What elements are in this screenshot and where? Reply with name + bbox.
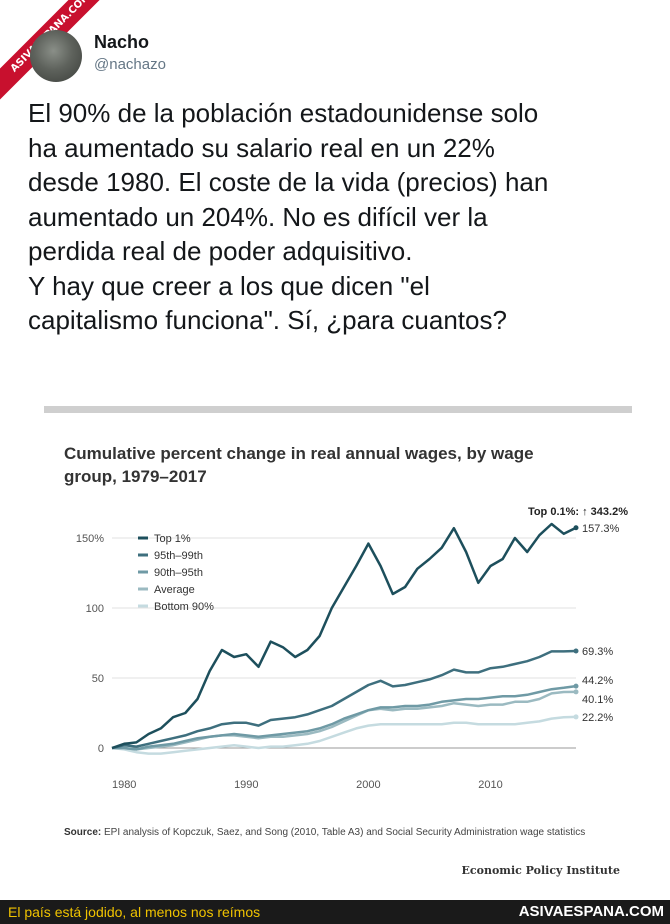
- series-end-label: 69.3%: [582, 646, 613, 658]
- tweet-line: perdida real de poder adquisitivo.: [28, 236, 413, 266]
- chart-source: Source: EPI analysis of Kopczuk, Saez, a…: [64, 826, 624, 840]
- line-chart: 0 50 100 150% 1980 1990 2000 2010 157.3% 69.3% 44.…: [76, 506, 628, 791]
- tweet-line: capitalismo funciona". Sí, ¿para cuantos…: [28, 305, 507, 335]
- series-end-point: [573, 525, 579, 531]
- author-handle[interactable]: @nachazo: [94, 56, 166, 73]
- series-end-point: [573, 689, 579, 695]
- tweet-line: aumentado un 204%. No es difícil ver la: [28, 201, 488, 232]
- tweet-card: ASIVAESPANA.COM Nacho @nachazo El 90% de…: [0, 0, 658, 890]
- tweet-line: ha aumentado su salario real en un 22%: [28, 132, 495, 163]
- legend-label: 95th–99th: [154, 550, 203, 562]
- tweet-line: desde 1980. El coste de la vida (precios…: [28, 167, 549, 197]
- footer-caption: El país está jodido, al menos nos reímos: [8, 904, 261, 920]
- tweet-text: El 90% de la población estadounidense so…: [28, 96, 658, 338]
- y-tick-label: 150%: [76, 533, 104, 545]
- series-line-95th-99th: [111, 649, 577, 750]
- y-tick-label: 50: [92, 673, 104, 685]
- chart-image[interactable]: Cumulative percent change in real annual…: [44, 406, 632, 890]
- series-end-point: [573, 714, 579, 720]
- series-end-label: 40.1%: [582, 694, 613, 706]
- chart-top-divider: [44, 406, 632, 413]
- legend-label: Average: [154, 584, 195, 596]
- chart-title-line: Cumulative percent change in real annual…: [64, 444, 534, 463]
- x-tick-label: 1980: [112, 779, 136, 791]
- source-label: Source:: [64, 827, 102, 838]
- legend-label: 90th–95th: [154, 567, 203, 579]
- series-end-label: 22.2%: [582, 712, 613, 724]
- avatar[interactable]: [30, 30, 82, 82]
- x-tick-label: 2000: [356, 779, 380, 791]
- site-footer: El país está jodido, al menos nos reímos…: [0, 900, 670, 924]
- legend-label: Bottom 90%: [154, 601, 214, 613]
- series-end-label: 44.2%: [582, 675, 613, 687]
- series-line-average: [112, 690, 577, 751]
- series-line-90th-95th: [112, 684, 577, 751]
- y-tick-label: 0: [98, 743, 104, 755]
- chart-title: Cumulative percent change in real annual…: [64, 442, 604, 488]
- publisher-credit: Economic Policy Institute: [461, 864, 620, 877]
- x-tick-label: 1990: [234, 779, 258, 791]
- series-end-label: 157.3%: [582, 523, 620, 535]
- top-annotation: Top 0.1%: ↑ 343.2%: [528, 506, 628, 518]
- author-name[interactable]: Nacho: [94, 32, 150, 52]
- y-tick-label: 100: [86, 603, 104, 615]
- chart-title-line: group, 1979–2017: [64, 467, 207, 486]
- series-line-bottom-90-: [111, 715, 577, 755]
- source-text: EPI analysis of Kopczuk, Saez, and Song …: [104, 827, 586, 838]
- series-end-point: [573, 648, 579, 654]
- x-tick-label: 2010: [478, 779, 502, 791]
- footer-site-name[interactable]: ASIVAESPANA.COM: [518, 903, 664, 920]
- tweet-line: El 90% de la población estadounidense so…: [28, 98, 539, 128]
- legend-label: Top 1%: [154, 533, 191, 545]
- series-line-top-1-: [111, 522, 577, 750]
- tweet-line: Y hay que creer a los que dicen "el: [28, 270, 430, 301]
- series-end-point: [573, 683, 579, 689]
